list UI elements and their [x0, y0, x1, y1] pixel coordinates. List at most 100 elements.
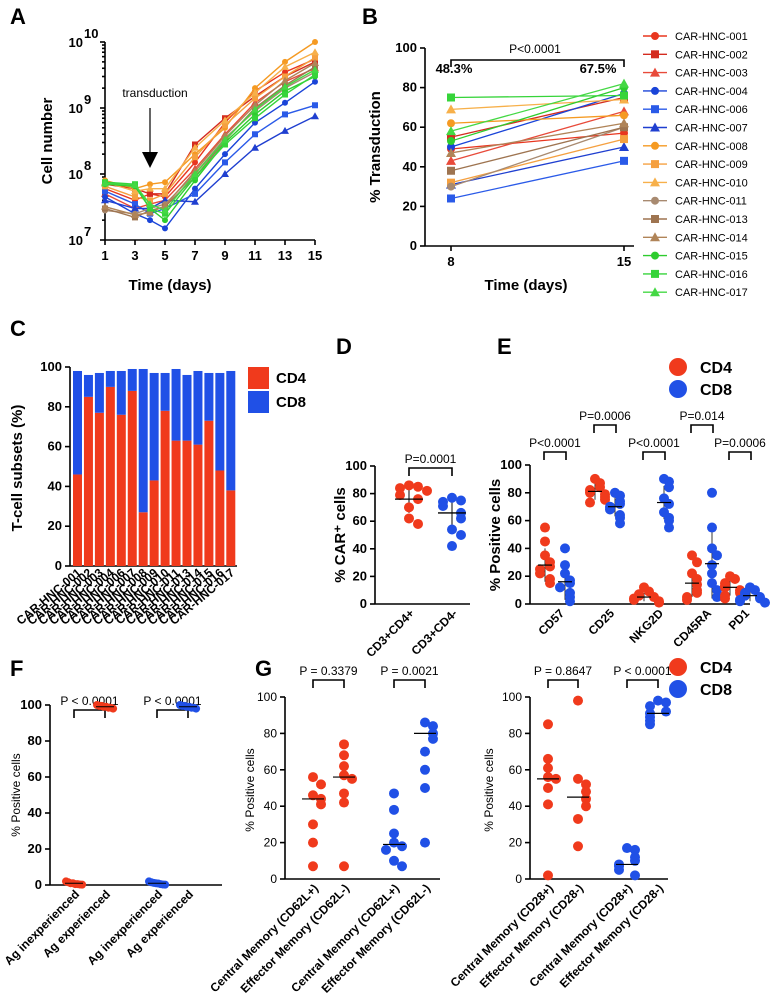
- panel-b-series-line: [450, 86, 625, 142]
- panel-c-bar-cd8: [83, 374, 93, 397]
- panel-e-point: [664, 482, 674, 493]
- panel-c-bar-cd8: [105, 370, 115, 387]
- panel-a-point: [282, 73, 288, 80]
- panel-b-point: [447, 119, 455, 128]
- panel-d-y-tick-label: 80: [353, 486, 367, 501]
- panel-e-point: [540, 522, 550, 533]
- panel-a-point: [146, 208, 154, 216]
- panel-e-y-tick-label: 20: [508, 568, 522, 583]
- panel-d-y-tick-label: 60: [353, 513, 367, 528]
- panel-b-series-line: [450, 114, 625, 124]
- panel-a-point: [222, 159, 228, 166]
- panel-c-y-tick-label: 80: [48, 399, 62, 414]
- panel-b-legend-label: CAR-HNC-009: [675, 159, 748, 171]
- panel-a-x-tick-label: 9: [221, 248, 228, 263]
- panel-b-point: [447, 194, 455, 203]
- panel-e-p-value: P=0.014: [679, 409, 724, 423]
- panel-g-left-point: [381, 844, 391, 855]
- panel-g-right-point: [622, 843, 632, 854]
- panel-g-left-point: [316, 799, 326, 810]
- panel-f-label: F: [10, 656, 23, 681]
- panel-g-left-point: [397, 841, 407, 852]
- panel-d-x-tick-label: CD3+CD4-: [408, 606, 460, 658]
- panel-e-point: [712, 592, 722, 603]
- panel-b-series-line: [450, 138, 625, 184]
- panel-b-y-tick-label: 60: [403, 119, 417, 134]
- panel-g-left-point: [308, 837, 318, 848]
- panel-c-legend-cd4-swatch: [248, 367, 269, 389]
- panel-g-left-point: [420, 837, 430, 848]
- panel-a-point: [221, 170, 229, 177]
- panel-e-x-tick-label: CD25: [586, 606, 618, 638]
- panel-d-bracket: [408, 467, 453, 476]
- panel-g-right-y-tick-label: 60: [509, 763, 523, 777]
- panel-e-point: [560, 543, 570, 554]
- panel-g-left-point: [389, 855, 399, 866]
- panel-b-point: [447, 166, 455, 175]
- panel-b-y-label: % Transduction: [367, 91, 384, 203]
- panel-g-right-point: [581, 779, 591, 790]
- panel-a-point: [221, 135, 229, 143]
- panel-e-point: [735, 596, 745, 607]
- panel-e-point: [560, 560, 570, 571]
- panel-g-left-point: [339, 761, 349, 772]
- panel-a-point: [162, 217, 168, 224]
- panel-a-arrow-head: [142, 152, 158, 168]
- panel-e-point: [540, 550, 550, 561]
- panel-a-y-tick-exponent: 9: [84, 92, 91, 107]
- panel-b-legend-label: CAR-HNC-002: [675, 49, 748, 61]
- panel-d-point: [422, 485, 432, 496]
- panel-g-right-y-tick-label: 80: [509, 726, 523, 740]
- panel-e-point: [629, 594, 639, 605]
- panel-c-bar-cd4: [193, 444, 203, 566]
- panel-a-point: [192, 174, 198, 181]
- panel-a-point: [311, 59, 319, 67]
- panel-a-point: [192, 185, 198, 192]
- panel-b-point: [446, 104, 456, 114]
- panel-g-right-point: [581, 801, 591, 812]
- panel-b-legend-marker: [650, 67, 660, 77]
- panel-g-left-point: [420, 783, 430, 793]
- panel-g-left-bracket: [312, 679, 345, 688]
- panel-d-point: [447, 492, 457, 503]
- panel-g-right-point: [543, 719, 553, 730]
- panel-e-point: [615, 518, 625, 529]
- panel-a-point: [311, 65, 319, 73]
- panel-e-legend-cd8-marker: [669, 380, 687, 398]
- panel-c-bar-cd4: [171, 440, 181, 566]
- panel-d-point: [447, 541, 457, 552]
- panel-c-bar-cd4: [138, 512, 148, 566]
- panel-g-left-point: [339, 861, 349, 872]
- panel-b-legend-label: CAR-HNC-013: [675, 214, 748, 226]
- panel-b-series-line: [450, 126, 625, 172]
- panel-g-left-p-value: P = 0.3379: [299, 664, 357, 678]
- panel-b-series-line: [450, 146, 625, 186]
- panel-b-legend-label: CAR-HNC-011: [675, 196, 747, 208]
- panel-b-legend-label: CAR-HNC-015: [675, 251, 748, 263]
- panel-a-point: [252, 85, 258, 92]
- panel-c-bar-cd8: [226, 370, 236, 491]
- panel-b-series-line: [450, 110, 625, 162]
- panel-b-series-line: [450, 96, 625, 138]
- panel-b-point: [619, 118, 629, 128]
- panel-c-bar-cd4: [105, 386, 115, 566]
- panel-g-left-point: [316, 779, 326, 790]
- panel-a-y-label: Cell number: [39, 97, 56, 184]
- panel-a-point: [101, 179, 109, 187]
- panel-g-right-point: [543, 772, 553, 783]
- panel-b-legend-marker: [651, 196, 659, 205]
- panel-g-right-point: [630, 844, 640, 855]
- panel-e-point: [750, 585, 760, 596]
- panel-c-label: C: [10, 316, 26, 341]
- panel-b-legend-label: CAR-HNC-004: [675, 86, 748, 98]
- panel-b-point: [619, 78, 629, 88]
- panel-c-bar-cd4: [94, 412, 104, 566]
- panel-b-legend-marker: [651, 105, 659, 114]
- panel-e-point: [560, 568, 570, 579]
- panel-a-point: [162, 225, 168, 232]
- panel-g-right-point: [645, 719, 655, 730]
- panel-b-label: B: [362, 4, 378, 29]
- panel-e-point: [692, 557, 702, 568]
- panel-e-point: [664, 522, 674, 533]
- panel-b-point: [447, 143, 455, 151]
